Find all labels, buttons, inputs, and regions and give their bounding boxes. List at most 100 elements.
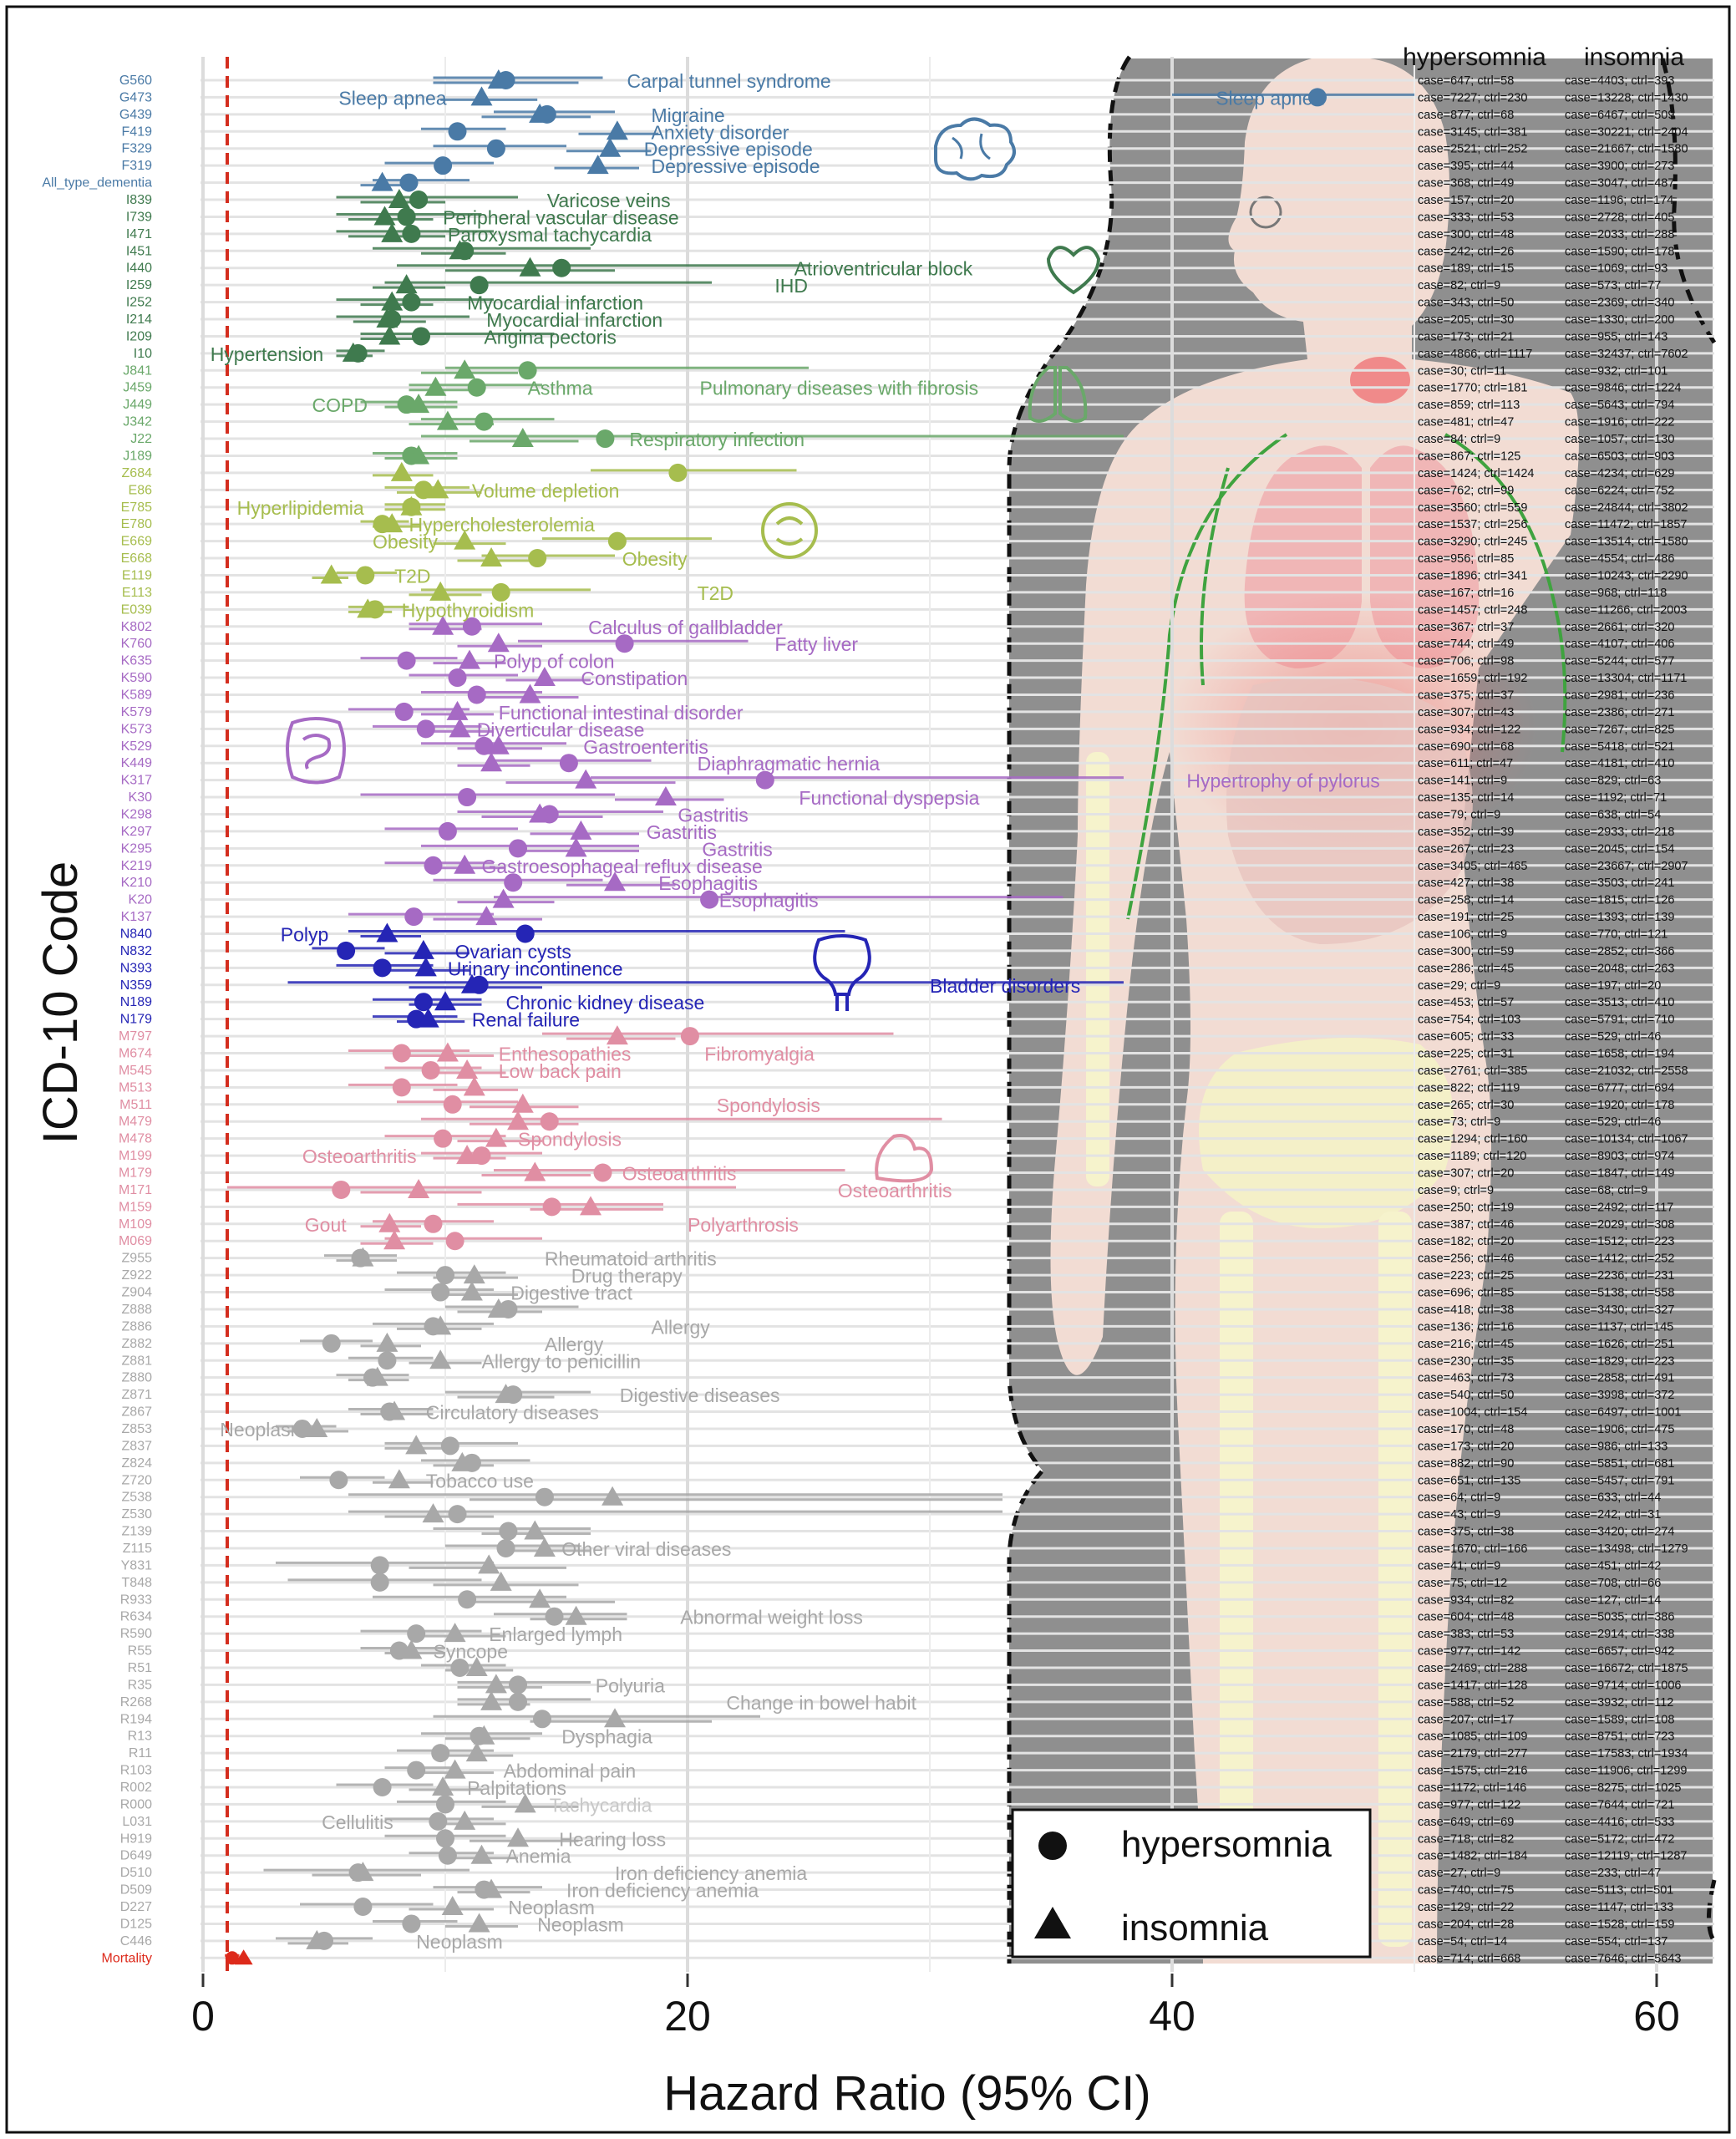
insomnia-point (575, 769, 597, 789)
hypersomnia-count: case=256; ctrl=46 (1418, 1252, 1514, 1266)
hypersomnia-count: case=934; ctrl=82 (1418, 1593, 1514, 1607)
y-tick-label: T848 (122, 1576, 153, 1590)
table-row (457, 752, 652, 773)
hypersomnia-count: case=2179; ctrl=277 (1418, 1747, 1527, 1760)
hypersomnia-point (450, 1658, 470, 1677)
y-tick-label: K219 (121, 859, 152, 873)
disease-label: Cellulitis (322, 1811, 393, 1833)
hypersomnia-point (496, 1538, 515, 1557)
hypersomnia-point (424, 1214, 443, 1233)
table-row (481, 1161, 845, 1182)
hypersomnia-count: case=481; ctrl=47 (1418, 416, 1514, 429)
y-tick-label: K579 (121, 705, 152, 719)
table-row (384, 1281, 518, 1302)
insomnia-point (602, 1486, 624, 1506)
hypersomnia-count: case=3405; ctrl=465 (1418, 860, 1527, 873)
hypersomnia-point (448, 122, 467, 141)
disease-label: Hypertrophy of pylorus (1186, 770, 1379, 792)
disease-label: Calculus of gallbladder (588, 617, 783, 638)
table-row (384, 1127, 542, 1148)
insomnia-count: case=5244; ctrl=577 (1565, 655, 1674, 668)
table-row (384, 1059, 506, 1080)
insomnia-count: case=8275; ctrl=1025 (1565, 1781, 1681, 1795)
hypersomnia-point (458, 1590, 477, 1609)
brain-icon (934, 117, 1016, 181)
disease-label: Drug therapy (571, 1265, 683, 1287)
hypersomnia-point (397, 651, 416, 670)
column-header-hypersomnia: hypersomnia (1403, 43, 1546, 71)
insomnia-point (390, 461, 413, 481)
body-panel-dashed-outline (1007, 55, 1132, 1964)
y-tick-label: M545 (119, 1064, 152, 1078)
table-row (360, 394, 458, 414)
y-tick-label: M171 (119, 1183, 152, 1197)
hypersomnia-point (370, 1556, 389, 1575)
table-row (287, 1571, 579, 1592)
disease-label: Respiratory infection (629, 429, 805, 450)
table-row (360, 325, 555, 346)
disease-label: T2D (698, 582, 733, 604)
hypersomnia-point (545, 1607, 564, 1626)
insomnia-point (478, 1554, 500, 1574)
disease-label: Neoplasm (416, 1931, 503, 1953)
table-row (409, 1844, 518, 1865)
y-tick-label: All_type_dementia (42, 176, 152, 191)
table-row (348, 906, 542, 927)
y-tick-label: K20 (129, 893, 153, 907)
hypersomnia-point (407, 1624, 426, 1644)
y-tick-label: Y831 (121, 1558, 152, 1572)
disease-label: Anxiety disorder (652, 121, 789, 143)
insomnia-point (606, 1025, 628, 1045)
y-tick-label: Z530 (122, 1507, 153, 1522)
hypersomnia-point (462, 617, 481, 636)
hypersomnia-count: case=267; ctrl=23 (1418, 842, 1514, 856)
hypersomnia-point (429, 1811, 448, 1831)
hypersomnia-point (470, 276, 489, 295)
hypersomnia-count: case=1896; ctrl=341 (1418, 569, 1527, 582)
disease-label: Abdominal pain (504, 1760, 637, 1782)
insomnia-count: case=4181; ctrl=410 (1565, 757, 1674, 770)
hypersomnia-point (475, 736, 494, 755)
table-row (373, 718, 494, 739)
y-tick-label: J449 (123, 398, 152, 412)
y-tick-label: J189 (123, 449, 152, 463)
insomnia-point (454, 530, 476, 550)
insomnia-point (514, 1793, 536, 1813)
insomnia-point (424, 376, 447, 396)
insomnia-count: case=5035; ctrl=386 (1565, 1611, 1674, 1624)
y-tick-label: E785 (121, 500, 152, 515)
hypersomnia-count: case=300; ctrl=59 (1418, 945, 1514, 958)
y-tick-label: N393 (120, 961, 152, 975)
hypersomnia-point (559, 754, 578, 773)
insomnia-count: case=24844; ctrl=3802 (1565, 501, 1688, 515)
hypersomnia-count: case=43; ctrl=9 (1418, 1508, 1500, 1522)
y-tick-label: Z888 (122, 1303, 153, 1317)
hypersomnia-point (373, 958, 392, 978)
y-tick-label: K573 (121, 722, 152, 736)
table-row (409, 376, 542, 397)
hypersomnia-count: case=2469; ctrl=288 (1418, 1662, 1527, 1675)
y-tick-label: R590 (120, 1627, 152, 1641)
hypersomnia-point (518, 361, 537, 380)
disease-label: Circulatory diseases (426, 1402, 599, 1424)
y-tick-label: G439 (119, 108, 152, 122)
table-row (348, 598, 409, 619)
insomnia-count: case=6777; ctrl=694 (1565, 1081, 1674, 1095)
hypersomnia-point (438, 1846, 457, 1865)
insomnia-count: case=8751; ctrl=723 (1565, 1730, 1674, 1744)
table-row (433, 1878, 542, 1899)
disease-label: Polyp (281, 924, 329, 946)
insomnia-count: case=4403; ctrl=393 (1565, 74, 1674, 88)
insomnia-count: case=1330; ctrl=200 (1565, 313, 1674, 327)
insomnia-count: case=11266; ctrl=2003 (1565, 603, 1687, 617)
y-tick-label: R51 (128, 1661, 152, 1675)
insomnia-point (519, 683, 541, 704)
y-tick-label: K590 (121, 671, 152, 685)
y-tick-label: K760 (121, 637, 152, 651)
insomnia-count: case=1916; ctrl=222 (1565, 416, 1674, 429)
insomnia-point (606, 120, 628, 140)
hypersomnia-count: case=4866; ctrl=1117 (1418, 348, 1532, 361)
table-row (336, 222, 494, 243)
table-row (300, 1469, 434, 1490)
